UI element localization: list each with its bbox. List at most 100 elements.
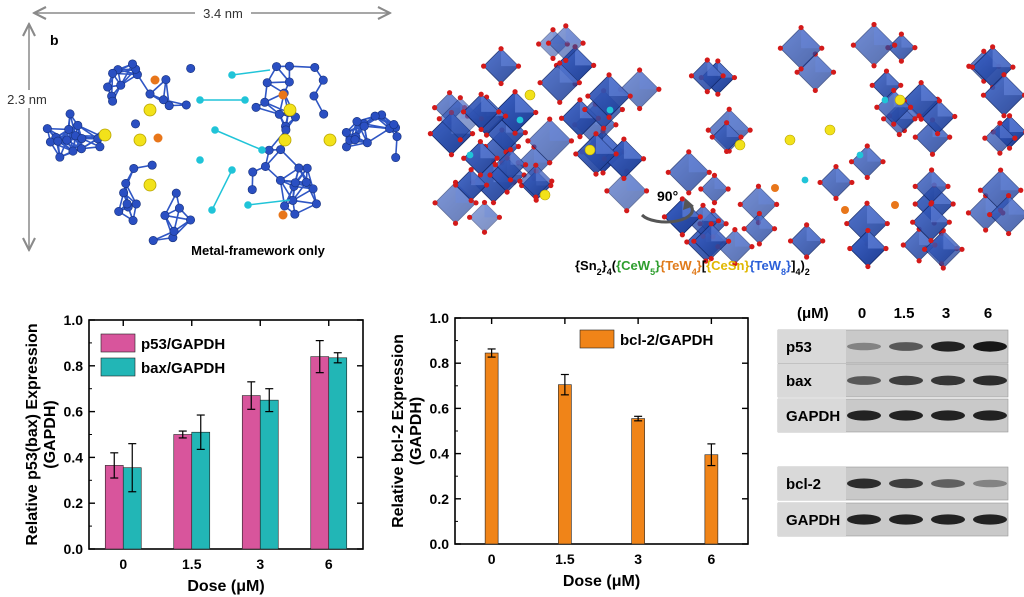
blot-band — [973, 479, 1007, 488]
bar — [259, 399, 279, 550]
height-label: 2.3 nm — [7, 92, 47, 107]
blot-band — [889, 478, 923, 489]
x-tick-label: 1.5 — [555, 551, 575, 567]
formula-part: } — [602, 258, 607, 273]
metal-framework-illustration — [42, 59, 402, 246]
blot-dose-label: 1.5 — [894, 305, 915, 322]
western-blot: (μM) 0 1.5 3 6 p53 bax GAPDH bcl-2 GAPDH — [777, 305, 1009, 537]
legend-swatch — [579, 329, 615, 349]
panel-letter: b — [50, 32, 59, 48]
legend-label: bcl-2/GAPDH — [620, 332, 713, 349]
y-tick-label: 0.2 — [64, 495, 84, 511]
formula-part: 8 — [781, 267, 786, 277]
blot-band — [931, 375, 965, 386]
blot-band — [889, 375, 923, 386]
blot-band — [931, 341, 965, 352]
formula-part: 2 — [805, 267, 810, 277]
width-label: 3.4 nm — [203, 6, 243, 21]
blot-row-label: p53 — [786, 339, 812, 356]
rotation-arrow-icon — [640, 198, 694, 224]
plot-frame — [454, 317, 749, 545]
x-tick-label: 6 — [325, 556, 333, 572]
blot-row-label: bax — [786, 373, 813, 390]
formula-part: ) — [800, 258, 804, 273]
blot-dose-label: 3 — [942, 305, 950, 322]
y-tick-label: 0.8 — [430, 355, 450, 371]
blot-band — [889, 410, 923, 421]
x-axis-label: Dose (μM) — [187, 578, 264, 595]
chart-bcl2: 0.0 0.2 0.4 0.6 0.8 1.0 0 1.5 3 6 Dose (μM) Relativ… — [390, 310, 749, 590]
y-tick-label: 0.2 — [430, 491, 450, 507]
x-tick-label: 1.5 — [182, 556, 202, 572]
formula-part: {CeW — [616, 258, 651, 273]
x-axis-label: Dose (μM) — [563, 573, 640, 590]
polyhedral-structure-illustration — [427, 21, 1024, 271]
x-tick-label: 3 — [634, 551, 642, 567]
y-axis-label-unit: (GAPDH) — [42, 400, 59, 468]
y-tick-label: 0.0 — [430, 536, 450, 552]
y-tick-label: 1.0 — [430, 310, 450, 326]
formula-part: 4 — [692, 267, 697, 277]
y-tick-label: 0.6 — [64, 404, 84, 420]
blot-band — [847, 478, 881, 489]
x-tick-label: 3 — [256, 556, 264, 572]
blot-dose-label: 0 — [858, 305, 866, 322]
y-tick-label: 0.4 — [430, 446, 450, 462]
formula-part: {CeSn} — [706, 258, 749, 273]
blot-band — [847, 342, 881, 351]
chart-p53-bax: 0.0 0.2 0.4 0.6 0.8 1.0 0 1.5 3 6 Dose (μM) Relativ… — [24, 312, 364, 595]
top-panel: 3.4 nm 2.3 nm b Metal-framework only 90°… — [2, 4, 1024, 277]
bar — [484, 352, 499, 545]
bar — [173, 434, 193, 550]
legend-label: bax/GAPDH — [141, 360, 225, 377]
formula-part: {Sn — [575, 258, 597, 273]
bar — [704, 454, 719, 545]
blot-band — [889, 342, 923, 351]
formula-part: {TeW — [749, 258, 781, 273]
bar — [631, 418, 645, 545]
formula-part: ] — [791, 258, 795, 273]
chemical-formula: {Sn2}4({CeW5}{TeW4}[{CeSn}{TeW8}]4)2 — [575, 258, 810, 277]
blot-row-label: bcl-2 — [786, 476, 821, 493]
metal-framework-caption: Metal-framework only — [191, 243, 325, 258]
blot-band — [973, 375, 1007, 386]
formula-part: 5 — [650, 267, 655, 277]
y-axis-label-unit: (GAPDH) — [408, 397, 425, 465]
blot-band — [931, 514, 965, 525]
blot-row-label: GAPDH — [786, 512, 840, 529]
legend-swatch — [100, 357, 136, 377]
y-tick-label: 0.8 — [64, 358, 84, 374]
formula-part: 4 — [795, 267, 800, 277]
formula-part: {TeW — [660, 258, 692, 273]
x-tick-label: 0 — [119, 556, 127, 572]
blot-band — [847, 410, 881, 421]
formula-part: 4 — [607, 267, 612, 277]
formula-part: } — [786, 258, 791, 273]
y-axis-label: Relative p53(bax) Expression — [24, 323, 41, 545]
rotation-label: 90° — [657, 188, 678, 204]
y-tick-label: 0.0 — [64, 541, 84, 557]
blot-unit-label: (μM) — [797, 305, 829, 322]
legend-swatch — [100, 333, 136, 353]
bar — [241, 395, 261, 550]
y-tick-label: 1.0 — [64, 312, 84, 328]
y-tick-label: 0.6 — [430, 400, 450, 416]
bar — [558, 384, 572, 545]
bar — [310, 356, 330, 550]
formula-part: 2 — [597, 267, 602, 277]
bar — [328, 357, 348, 550]
formula-part: [ — [702, 258, 707, 273]
blot-band — [889, 514, 923, 525]
blot-band — [973, 341, 1007, 352]
y-axis-label: Relative bcl-2 Expression — [390, 334, 407, 528]
blot-band — [847, 376, 881, 385]
blot-band — [973, 514, 1007, 525]
formula-part: ( — [612, 258, 617, 273]
blot-band — [973, 410, 1007, 421]
x-tick-label: 6 — [707, 551, 715, 567]
blot-band — [931, 410, 965, 421]
legend-label: p53/GAPDH — [141, 336, 225, 353]
blot-band — [931, 479, 965, 488]
formula-part: } — [697, 258, 702, 273]
